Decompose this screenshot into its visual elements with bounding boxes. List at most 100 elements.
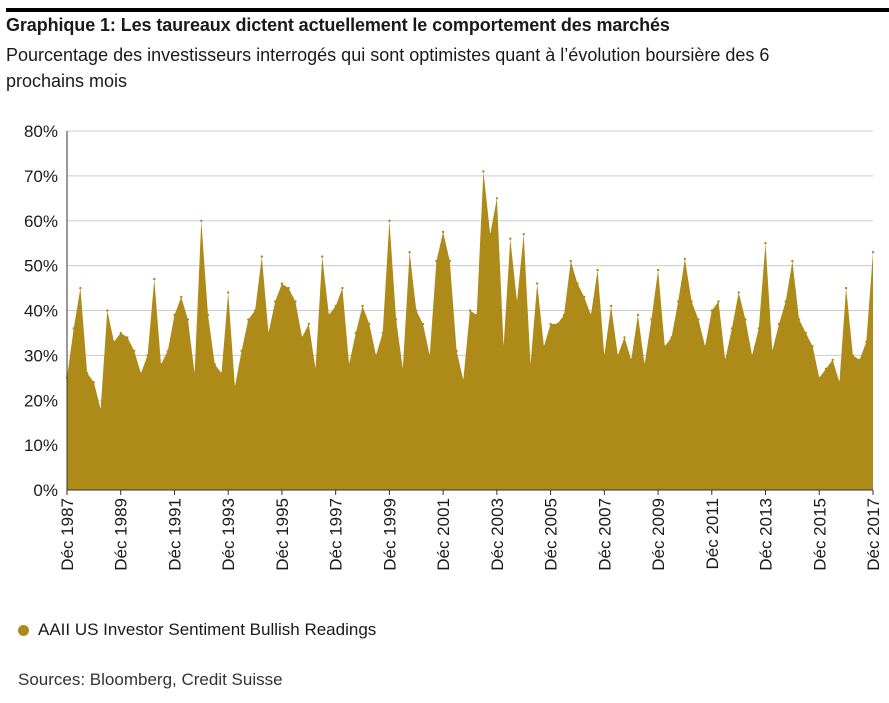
chart-title: Graphique 1: Les taureaux dictent actuel… bbox=[6, 15, 670, 35]
data-point bbox=[146, 354, 149, 357]
data-point bbox=[173, 313, 176, 317]
data-point bbox=[650, 318, 653, 321]
data-point bbox=[663, 345, 666, 348]
data-point bbox=[818, 376, 821, 379]
data-point bbox=[233, 385, 237, 388]
legend-swatch bbox=[18, 624, 29, 636]
data-point bbox=[797, 318, 801, 321]
data-point bbox=[502, 345, 505, 348]
data-point bbox=[280, 282, 284, 285]
y-tick-label: 50% bbox=[24, 257, 58, 276]
data-point bbox=[609, 304, 613, 308]
data-point bbox=[206, 313, 210, 317]
data-point bbox=[448, 259, 451, 263]
data-point bbox=[549, 322, 552, 326]
data-point bbox=[703, 345, 707, 348]
data-point bbox=[838, 381, 841, 384]
data-point bbox=[851, 354, 855, 357]
data-point bbox=[112, 340, 116, 344]
data-point bbox=[455, 349, 458, 353]
data-point bbox=[576, 282, 579, 285]
data-point bbox=[515, 300, 519, 303]
data-point bbox=[421, 322, 425, 326]
data-point bbox=[871, 251, 875, 254]
x-tick-label: Déc 2013 bbox=[757, 498, 776, 571]
data-point bbox=[462, 378, 465, 382]
data-point bbox=[831, 358, 834, 362]
x-tick-labels: Déc 1987 Déc 1989 Déc 1991 Déc 1993 Déc 1995… bbox=[58, 498, 883, 571]
legend-label: AAII US Investor Sentiment Bullish Readi… bbox=[38, 620, 377, 639]
x-tick-label: Déc 1993 bbox=[219, 498, 238, 571]
data-point bbox=[750, 354, 754, 357]
data-point bbox=[764, 242, 767, 245]
data-point bbox=[509, 237, 512, 240]
data-point bbox=[468, 309, 472, 312]
data-point bbox=[388, 219, 391, 222]
data-point bbox=[475, 313, 478, 317]
data-point bbox=[240, 349, 243, 353]
data-point bbox=[589, 313, 593, 317]
x-tick-label: Déc 2007 bbox=[595, 498, 614, 571]
data-point bbox=[99, 408, 102, 411]
legend: AAII US Investor Sentiment Bullish Readi… bbox=[18, 620, 376, 640]
data-point bbox=[119, 331, 122, 335]
data-point bbox=[260, 255, 263, 258]
data-point bbox=[677, 300, 680, 303]
data-point bbox=[435, 259, 438, 263]
data-point bbox=[441, 230, 445, 234]
x-tick-label: Déc 2009 bbox=[649, 498, 668, 571]
data-point bbox=[757, 327, 760, 330]
data-point bbox=[180, 295, 183, 299]
data-point bbox=[583, 295, 586, 299]
data-point bbox=[603, 354, 606, 357]
data-point bbox=[542, 345, 546, 348]
data-point bbox=[744, 318, 747, 321]
data-point bbox=[193, 372, 196, 375]
data-point bbox=[824, 367, 828, 370]
data-point bbox=[72, 327, 75, 330]
y-tick-label: 70% bbox=[24, 167, 58, 186]
data-point bbox=[374, 354, 378, 357]
data-point bbox=[865, 340, 868, 344]
source-note: Sources: Bloomberg, Credit Suisse bbox=[18, 670, 283, 689]
data-point bbox=[200, 219, 203, 222]
data-point bbox=[710, 309, 713, 312]
data-point bbox=[274, 300, 277, 303]
data-point bbox=[153, 277, 156, 281]
y-tick-label: 30% bbox=[24, 346, 58, 365]
y-tick-label: 80% bbox=[24, 122, 58, 141]
x-tick-label: Déc 2001 bbox=[434, 498, 453, 571]
y-tick-label: 10% bbox=[24, 436, 58, 455]
data-point bbox=[159, 363, 163, 366]
data-point bbox=[300, 336, 304, 339]
data-point bbox=[636, 313, 640, 317]
data-point bbox=[737, 291, 740, 294]
data-point bbox=[791, 259, 794, 263]
x-tick-label: Déc 1997 bbox=[327, 498, 346, 571]
data-point bbox=[428, 354, 431, 357]
data-point bbox=[92, 381, 96, 384]
data-point bbox=[314, 367, 317, 370]
data-point bbox=[777, 322, 781, 326]
axes bbox=[66, 131, 874, 495]
data-point bbox=[334, 304, 337, 308]
x-tick-label: Déc 1989 bbox=[112, 498, 131, 571]
data-point bbox=[697, 318, 700, 321]
data-point bbox=[690, 300, 693, 303]
data-point bbox=[401, 367, 404, 370]
y-tick-label: 40% bbox=[24, 302, 58, 321]
data-point bbox=[717, 300, 720, 303]
top-rule bbox=[6, 8, 889, 12]
data-point bbox=[186, 318, 190, 321]
data-point bbox=[784, 300, 787, 303]
x-tick-label: Déc 1999 bbox=[380, 498, 399, 571]
data-point bbox=[368, 322, 371, 326]
data-point bbox=[683, 257, 687, 261]
data-point bbox=[220, 372, 223, 375]
data-point bbox=[133, 349, 136, 353]
data-point bbox=[724, 358, 727, 362]
data-point bbox=[536, 282, 539, 285]
area-chart: 0%10%20%30%40%50%60%70%80% Déc 1987 Déc 1… bbox=[24, 122, 883, 571]
data-point bbox=[79, 286, 82, 290]
data-point bbox=[771, 349, 774, 353]
